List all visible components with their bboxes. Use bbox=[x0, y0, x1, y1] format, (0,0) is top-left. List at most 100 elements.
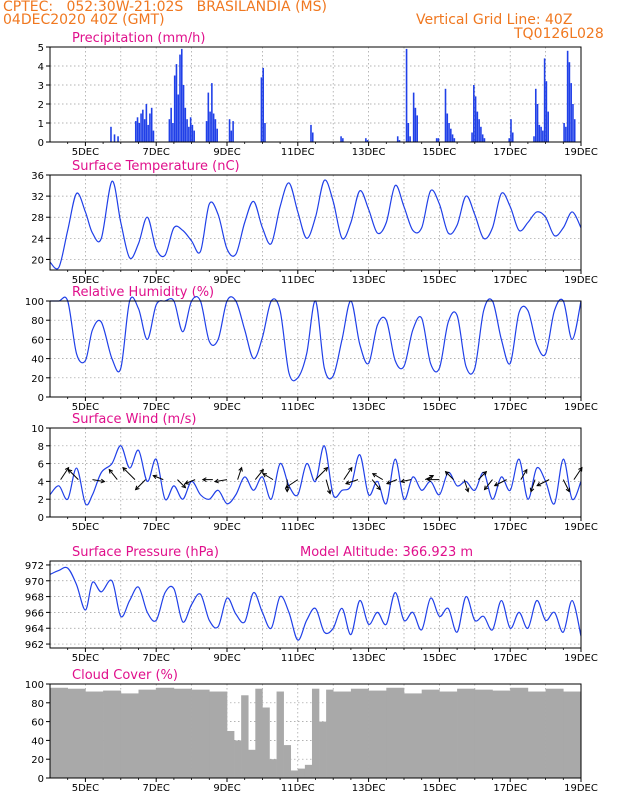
wind-arrow-head bbox=[201, 477, 207, 482]
bar bbox=[136, 117, 139, 142]
bar bbox=[138, 689, 157, 778]
x-tick-label: 9DEC bbox=[213, 147, 240, 158]
wind-arrow bbox=[92, 479, 105, 483]
wind-arrow bbox=[345, 479, 359, 485]
bar bbox=[179, 54, 181, 142]
x-tick-label: 15DEC bbox=[423, 147, 457, 158]
panel-1: Surface Temperature (nC) 20 24 28 32 36 5DEC 7D… bbox=[31, 159, 598, 286]
x-tick-label: 13DEC bbox=[352, 522, 386, 533]
wind-arrow bbox=[386, 479, 398, 485]
y-tick-label: 4 bbox=[38, 477, 44, 488]
panel-title: Surface Temperature (nC) bbox=[72, 159, 240, 174]
y-tick-label: 60 bbox=[31, 335, 44, 346]
wind-arrow bbox=[445, 471, 454, 480]
bar bbox=[262, 67, 264, 142]
x-tick-label: 15DEC bbox=[423, 522, 457, 533]
x-tick-label: 17DEC bbox=[493, 653, 527, 664]
x-tick-label: 7DEC bbox=[143, 522, 170, 533]
bar bbox=[193, 130, 195, 142]
bar bbox=[565, 126, 567, 142]
bar bbox=[209, 691, 228, 778]
wind-arrow bbox=[108, 469, 118, 480]
x-tick-label: 9DEC bbox=[213, 402, 240, 413]
wind-arrow-head bbox=[323, 466, 329, 472]
panel-title: Precipitation (mm/h) bbox=[72, 31, 205, 46]
y-tick-label: 0 bbox=[38, 393, 44, 404]
bar bbox=[227, 731, 235, 778]
y-tick-label: 32 bbox=[31, 192, 44, 203]
wind-arrow bbox=[122, 467, 136, 480]
bar bbox=[260, 77, 263, 142]
bar bbox=[143, 119, 146, 142]
bar bbox=[145, 104, 148, 142]
y-tick-label: 2 bbox=[38, 100, 44, 111]
x-tick-label: 19DEC bbox=[564, 522, 598, 533]
wind-arrow bbox=[536, 479, 550, 487]
bar bbox=[212, 113, 215, 142]
wind-arrow bbox=[135, 479, 146, 490]
bar bbox=[545, 81, 548, 142]
bar bbox=[142, 109, 144, 142]
wind-arrow-head bbox=[578, 466, 583, 472]
bar bbox=[508, 138, 511, 142]
x-tick-label: 5DEC bbox=[72, 147, 99, 158]
wind-arrow bbox=[237, 467, 243, 480]
y-tick-label: 80 bbox=[31, 699, 44, 710]
bar bbox=[545, 688, 564, 778]
y-tick-label: 972 bbox=[25, 561, 44, 572]
bar bbox=[232, 121, 234, 142]
x-tick-label: 11DEC bbox=[281, 147, 315, 158]
series-line bbox=[49, 566, 582, 641]
wind-arrow-head bbox=[429, 474, 435, 480]
bar bbox=[563, 691, 582, 778]
bar bbox=[173, 688, 192, 778]
bar bbox=[103, 690, 122, 778]
bar bbox=[527, 691, 546, 778]
panel-frame bbox=[49, 46, 582, 143]
bar bbox=[138, 123, 141, 142]
y-tick-label: 36 bbox=[31, 171, 44, 182]
panel-title: Surface Wind (m/s) bbox=[72, 412, 196, 427]
x-tick-label: 15DEC bbox=[423, 783, 457, 794]
x-tick-label: 19DEC bbox=[564, 402, 598, 413]
bar bbox=[435, 138, 438, 142]
bar bbox=[147, 124, 149, 142]
bar bbox=[311, 688, 320, 778]
wind-arrow-head bbox=[385, 480, 391, 485]
bar bbox=[333, 691, 352, 778]
bar bbox=[283, 745, 292, 778]
bar bbox=[340, 136, 342, 142]
bar bbox=[152, 130, 155, 142]
y-tick-label: 4 bbox=[38, 62, 44, 73]
bar bbox=[205, 121, 208, 142]
wind-arrow-head bbox=[259, 468, 264, 474]
x-tick-label: 19DEC bbox=[564, 275, 598, 286]
y-tick-label: 2 bbox=[38, 495, 44, 506]
y-tick-label: 100 bbox=[25, 680, 44, 691]
wind-arrow bbox=[153, 475, 164, 481]
y-tick-label: 0 bbox=[38, 774, 44, 785]
y-tick-label: 40 bbox=[31, 355, 44, 366]
bar bbox=[366, 140, 369, 142]
x-tick-label: 17DEC bbox=[493, 275, 527, 286]
x-tick-label: 11DEC bbox=[281, 275, 315, 286]
bar bbox=[483, 138, 486, 142]
bar bbox=[474, 689, 493, 778]
x-tick-label: 5DEC bbox=[72, 402, 99, 413]
x-tick-label: 13DEC bbox=[352, 402, 386, 413]
bar bbox=[211, 83, 213, 142]
wind-arrow-head bbox=[181, 483, 187, 489]
x-tick-label: 19DEC bbox=[564, 147, 598, 158]
bar bbox=[170, 107, 172, 142]
wind-arrow-head bbox=[238, 466, 243, 472]
wind-arrow-head bbox=[262, 473, 268, 478]
x-tick-label: 11DEC bbox=[281, 522, 315, 533]
x-tick-label: 13DEC bbox=[352, 147, 386, 158]
bar bbox=[113, 134, 116, 142]
wind-arrow bbox=[67, 469, 79, 480]
header-site-info: CPTEC: 052:30W-21:02S BRASILANDIA (MS) bbox=[3, 0, 327, 15]
wind-arrow-head bbox=[493, 482, 499, 487]
x-tick-label: 15DEC bbox=[423, 653, 457, 664]
wind-arrow-head bbox=[565, 487, 570, 493]
panel-3: Surface Wind (m/s) 0 2 4 6 8 10 5DEC 7DEC 9DEC 11D… bbox=[31, 412, 598, 533]
